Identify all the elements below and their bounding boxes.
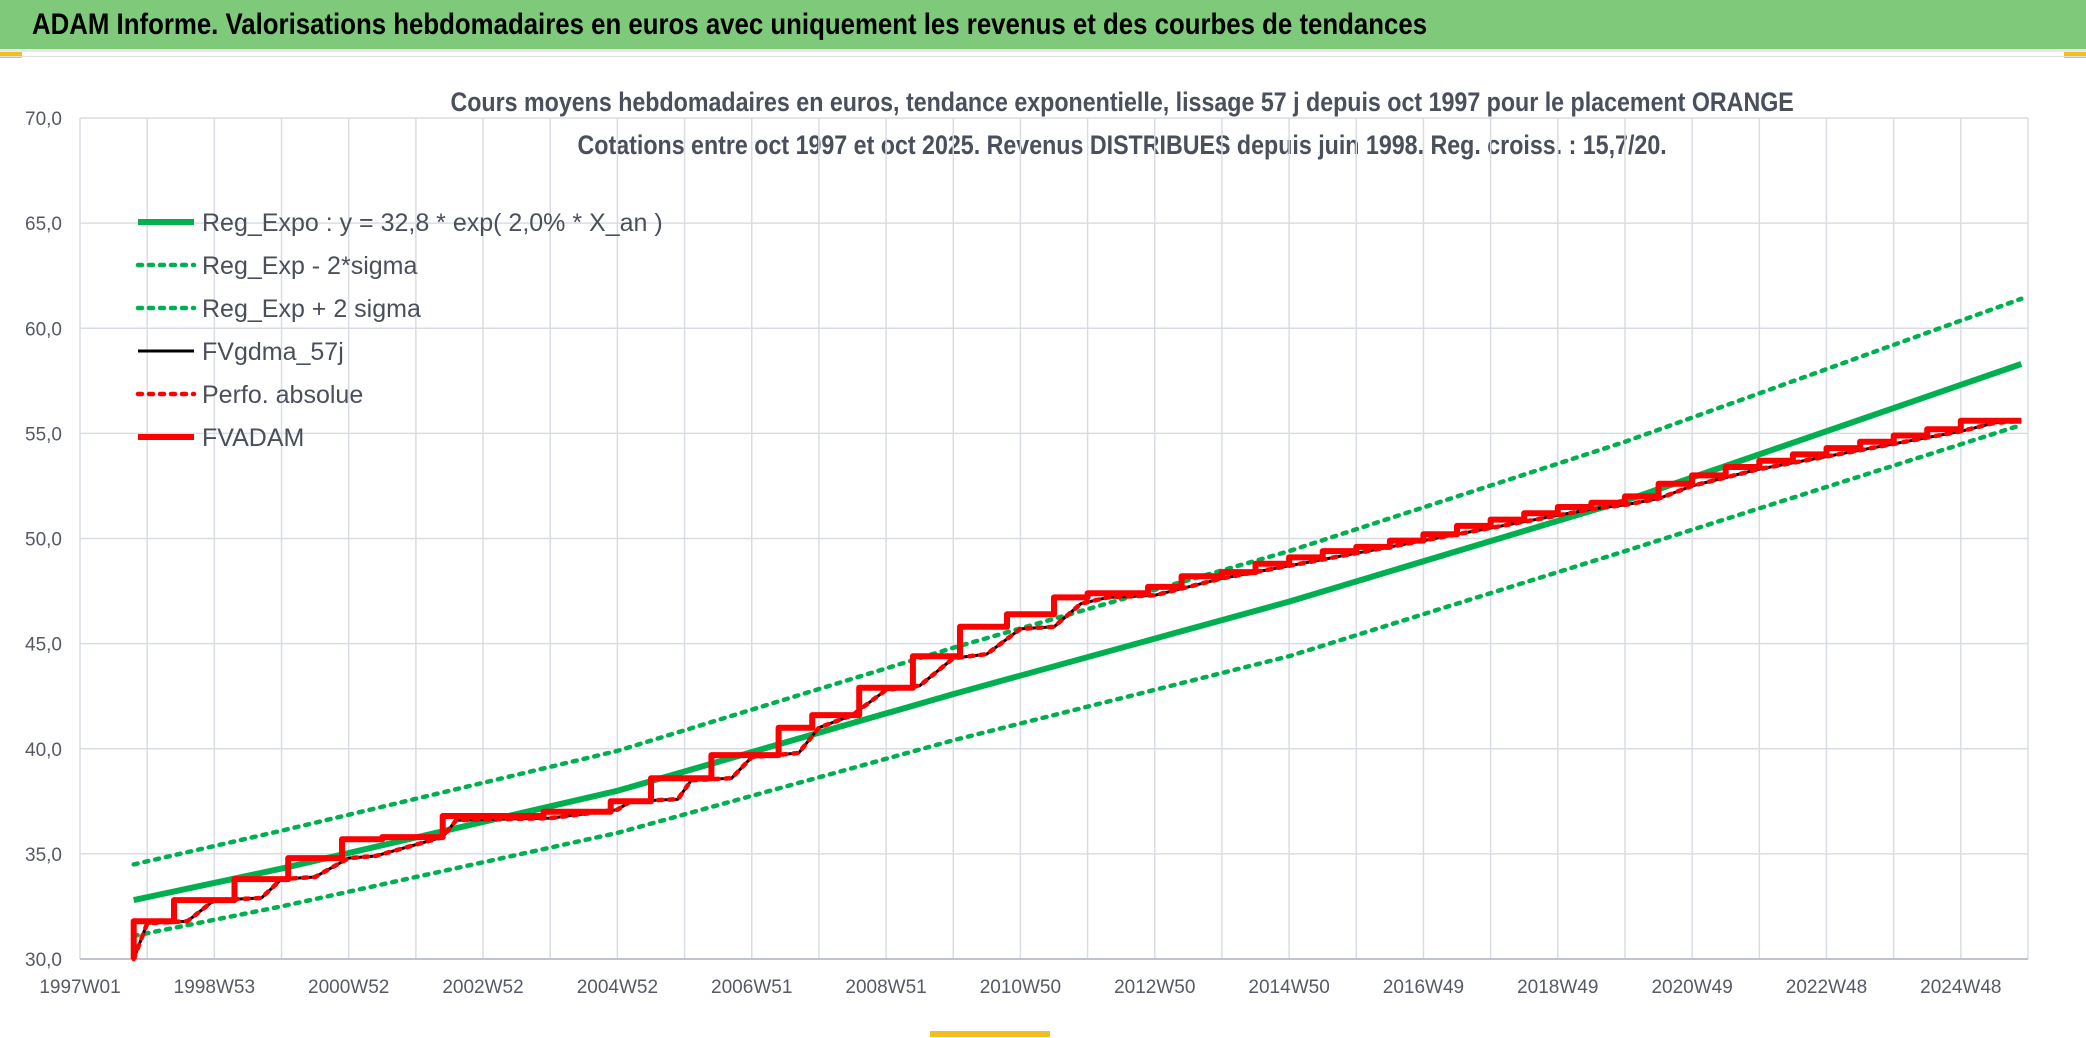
x-tick-label: 1997W01 <box>39 977 120 998</box>
legend-label-5: FVADAM <box>202 424 304 452</box>
legend-label-1: Reg_Exp - 2*sigma <box>202 252 417 280</box>
series-line-0 <box>133 361 2023 904</box>
y-tick-label: 65,0 <box>25 214 62 235</box>
x-tick-label: 2004W52 <box>577 977 658 998</box>
series-line-4 <box>131 418 2024 962</box>
x-tick-label: 2020W49 <box>1651 977 1732 998</box>
series-line-2 <box>131 296 2024 867</box>
y-tick-label: 50,0 <box>25 530 62 551</box>
legend-label-3: FVgdma_57j <box>202 338 344 366</box>
report-header: ADAM Informe. Valorisations hebdomadaire… <box>0 0 2086 52</box>
chart-subtitle: Cotations entre oct 1997 et oct 2025. Re… <box>577 130 1667 160</box>
y-tick-label: 45,0 <box>25 635 62 656</box>
y-tick-label: 35,0 <box>25 845 62 866</box>
x-tick-label: 2016W49 <box>1383 977 1464 998</box>
corner-mark-right <box>2064 52 2086 58</box>
x-tick-label: 2008W51 <box>845 977 926 998</box>
y-tick-label: 55,0 <box>25 424 62 445</box>
x-tick-label: 1998W53 <box>174 977 255 998</box>
report-title: ADAM Informe. Valorisations hebdomadaire… <box>32 8 1428 41</box>
chart-area <box>0 56 2086 1038</box>
y-tick-label: 30,0 <box>25 950 62 971</box>
x-tick-label: 2024W48 <box>1920 977 2001 998</box>
series-line-1 <box>131 422 2024 939</box>
legend-label-2: Reg_Exp + 2 sigma <box>202 295 421 323</box>
bottom-mark <box>930 1031 1050 1037</box>
x-tick-label: 2012W50 <box>1114 977 1195 998</box>
x-tick-label: 2018W49 <box>1517 977 1598 998</box>
x-tick-label: 2000W52 <box>308 977 389 998</box>
corner-mark-left <box>0 52 22 58</box>
legend-label-4: Perfo. absolue <box>202 381 363 409</box>
x-tick-label: 2006W51 <box>711 977 792 998</box>
y-tick-label: 60,0 <box>25 319 62 340</box>
x-tick-label: 2022W48 <box>1786 977 1867 998</box>
y-tick-label: 70,0 <box>25 109 62 130</box>
series-line-5 <box>130 417 2022 959</box>
chart-title: Cours moyens hebdomadaires en euros, ten… <box>450 87 1794 117</box>
y-tick-label: 40,0 <box>25 740 62 761</box>
x-tick-label: 2010W50 <box>980 977 1061 998</box>
x-tick-label: 2014W50 <box>1248 977 1329 998</box>
legend-label-0: Reg_Expo : y = 32,8 * exp( 2,0% * X_an ) <box>202 209 663 237</box>
x-tick-label: 2002W52 <box>442 977 523 998</box>
